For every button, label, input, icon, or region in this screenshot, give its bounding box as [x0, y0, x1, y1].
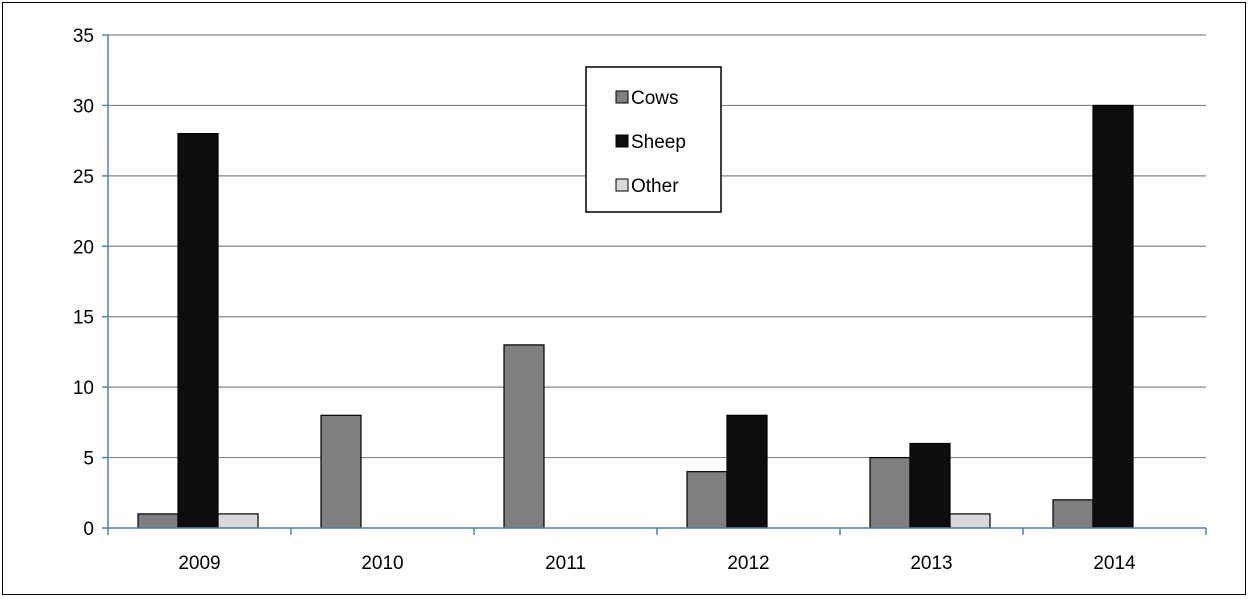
- x-tick-label-2014: 2014: [1093, 553, 1136, 574]
- bar-cows-2013: [869, 456, 911, 529]
- y-tick-label-15: 15: [73, 308, 94, 329]
- bar-cows-2011: [503, 344, 545, 529]
- y-tick-label-20: 20: [73, 237, 94, 258]
- legend: Cows Sheep Other: [585, 66, 722, 213]
- tick-labels: 0 5 10 15 20 25 30 35 2009 2010 2011 2012 2013 2014: [73, 26, 1136, 574]
- y-tick-label-30: 30: [73, 96, 94, 117]
- legend-items: Cows Sheep Other: [615, 88, 686, 197]
- legend-box: [585, 66, 722, 213]
- bar-cows-2014: [1052, 499, 1094, 529]
- bar-other-2009: [217, 513, 259, 529]
- axes: [102, 34, 1207, 535]
- x-tick-label-2013: 2013: [910, 553, 952, 574]
- bar-sheep-2009: [177, 133, 219, 529]
- x-tick-label-2010: 2010: [361, 553, 403, 574]
- bar-other-2013: [949, 513, 991, 529]
- y-tick-label-5: 5: [83, 449, 94, 470]
- legend-swatch-cows: [615, 90, 629, 104]
- bar-sheep-2012: [726, 414, 768, 529]
- legend-label-cows: Cows: [631, 88, 679, 109]
- bar-sheep-2014: [1092, 104, 1134, 529]
- y-tick-label-25: 25: [73, 167, 94, 188]
- y-tick-label-35: 35: [73, 26, 94, 47]
- bar-cows-2009: [137, 513, 179, 529]
- x-tick-label-2011: 2011: [545, 553, 586, 574]
- bar-cows-2010: [320, 414, 362, 529]
- bars: [137, 104, 1134, 529]
- x-tick-label-2009: 2009: [178, 553, 220, 574]
- x-tick-label-2012: 2012: [727, 553, 769, 574]
- legend-label-other: Other: [631, 176, 679, 197]
- legend-swatch-sheep: [615, 134, 629, 148]
- bar-cows-2012: [686, 471, 728, 529]
- legend-label-sheep: Sheep: [631, 132, 686, 153]
- y-tick-label-10: 10: [73, 378, 94, 399]
- bar-sheep-2013: [909, 442, 951, 529]
- y-tick-label-0: 0: [83, 519, 94, 540]
- legend-swatch-other: [615, 178, 629, 192]
